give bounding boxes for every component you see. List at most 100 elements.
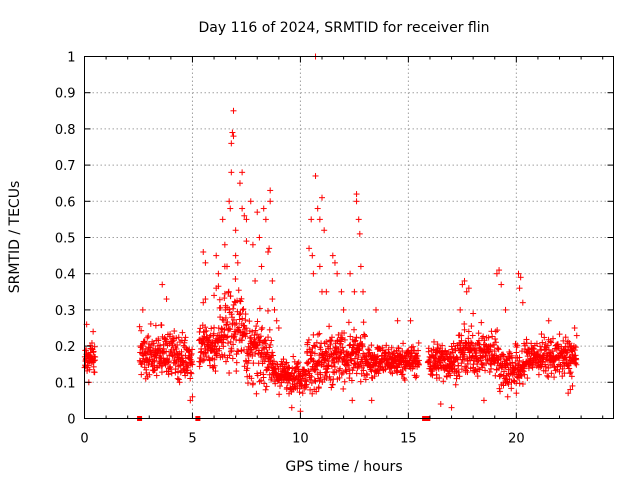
data-point xyxy=(345,362,352,369)
data-point xyxy=(492,335,499,342)
data-point xyxy=(348,357,355,364)
data-point xyxy=(291,369,298,376)
data-point xyxy=(450,340,457,347)
data-point xyxy=(351,326,358,333)
data-point xyxy=(382,352,389,359)
data-point xyxy=(212,368,219,375)
data-point xyxy=(253,323,260,330)
data-point xyxy=(357,334,364,341)
data-point xyxy=(475,330,482,337)
data-point xyxy=(237,298,244,305)
data-point xyxy=(187,369,194,376)
data-point xyxy=(382,366,389,373)
data-point xyxy=(473,349,480,356)
data-point xyxy=(339,344,346,351)
data-point xyxy=(458,337,465,344)
data-point xyxy=(365,350,372,357)
data-point xyxy=(338,336,345,343)
data-point xyxy=(227,326,234,333)
data-point xyxy=(260,374,267,381)
data-point xyxy=(244,365,251,372)
data-point xyxy=(360,319,367,326)
data-point xyxy=(351,355,358,362)
data-point xyxy=(293,364,300,371)
data-point xyxy=(276,391,283,398)
data-point xyxy=(464,369,471,376)
data-point xyxy=(478,319,485,326)
data-point xyxy=(317,374,324,381)
data-point xyxy=(394,369,401,376)
data-point xyxy=(243,330,250,337)
data-point xyxy=(237,310,244,317)
data-point xyxy=(486,369,493,376)
data-point xyxy=(311,350,318,357)
data-point xyxy=(309,390,316,397)
data-point xyxy=(171,328,178,335)
data-point xyxy=(464,360,471,367)
data-point xyxy=(492,339,499,346)
data-point xyxy=(323,338,330,345)
data-point xyxy=(252,350,259,357)
data-point xyxy=(317,346,324,353)
data-point xyxy=(211,356,218,363)
data-point xyxy=(336,374,343,381)
data-point xyxy=(343,368,350,375)
data-point xyxy=(262,337,269,344)
data-point xyxy=(452,345,459,352)
data-point xyxy=(158,369,165,376)
data-point xyxy=(90,348,97,355)
data-point xyxy=(415,347,422,354)
data-point xyxy=(88,340,95,347)
data-point xyxy=(341,336,348,343)
data-point xyxy=(263,383,270,390)
data-point xyxy=(223,334,230,341)
data-point xyxy=(147,320,154,327)
data-point xyxy=(167,331,174,338)
data-point xyxy=(265,365,272,372)
data-point xyxy=(268,375,275,382)
data-point xyxy=(495,345,502,352)
data-point xyxy=(208,325,215,332)
data-point xyxy=(346,366,353,373)
data-point xyxy=(482,367,489,374)
data-point xyxy=(269,349,276,356)
data-point xyxy=(352,337,359,344)
data-point xyxy=(362,333,369,340)
data-point xyxy=(465,335,472,342)
data-point xyxy=(461,351,468,358)
data-point xyxy=(286,364,293,371)
data-point xyxy=(296,389,303,396)
data-point xyxy=(141,338,148,345)
data-point xyxy=(230,316,237,323)
data-point xyxy=(158,322,165,329)
data-point xyxy=(413,372,420,379)
data-point xyxy=(262,386,269,393)
data-point xyxy=(355,352,362,359)
data-point xyxy=(348,377,355,384)
data-point xyxy=(312,343,319,350)
data-point xyxy=(443,373,450,380)
data-point xyxy=(197,325,204,332)
data-point xyxy=(353,334,360,341)
data-point xyxy=(173,335,180,342)
data-point xyxy=(323,349,330,356)
data-point xyxy=(312,366,319,373)
data-point xyxy=(138,327,145,334)
data-point xyxy=(429,372,436,379)
data-point xyxy=(313,339,320,346)
data-point xyxy=(221,290,228,297)
data-point xyxy=(164,359,171,366)
data-point xyxy=(221,295,228,302)
data-point xyxy=(463,364,470,371)
data-point xyxy=(497,388,504,395)
data-point xyxy=(225,288,232,295)
data-point xyxy=(264,307,271,314)
data-point xyxy=(146,371,153,378)
data-point xyxy=(449,346,456,353)
data-point xyxy=(435,358,442,365)
data-point xyxy=(156,342,163,349)
data-point xyxy=(185,347,192,354)
data-point xyxy=(341,329,348,336)
data-point xyxy=(364,372,371,379)
data-point xyxy=(485,334,492,341)
